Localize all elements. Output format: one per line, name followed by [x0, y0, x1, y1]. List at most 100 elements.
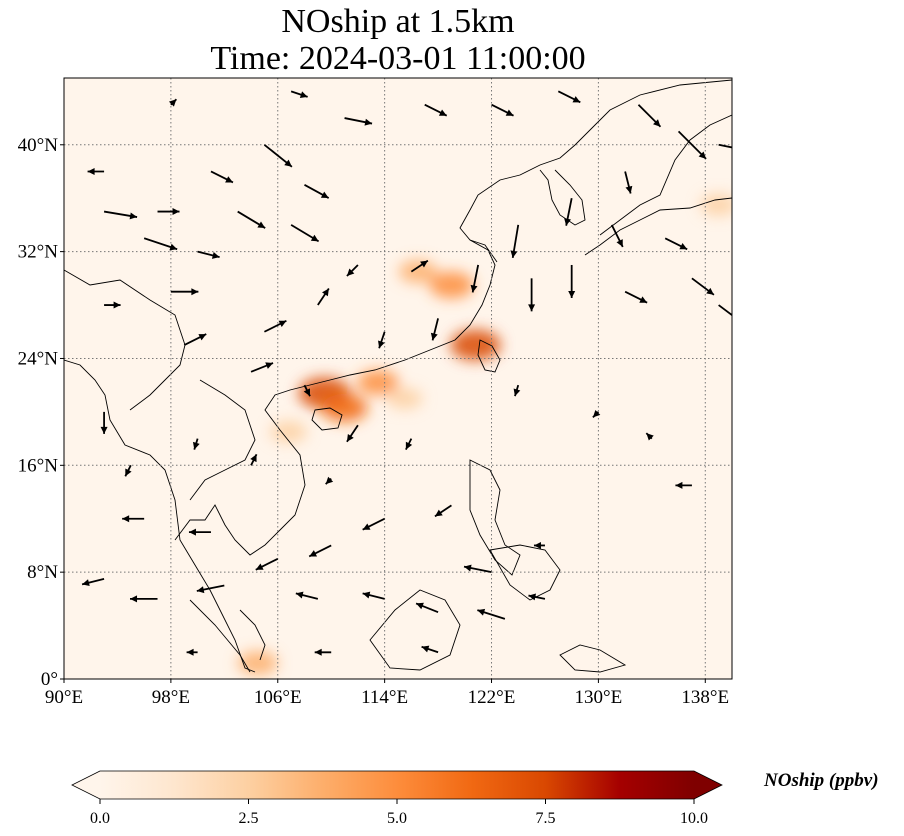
wind-arrow — [528, 593, 546, 601]
map-plot-area[interactable] — [63, 77, 746, 680]
wind-arrow — [564, 198, 573, 226]
concentration-hotspot — [269, 420, 307, 443]
wind-arrow — [237, 210, 266, 229]
colorbar-extend-min — [72, 771, 100, 799]
wind-arrow — [186, 648, 198, 656]
wind-arrow — [434, 504, 452, 518]
wind-arrow — [344, 117, 373, 126]
longitude-axis: 90°E 98°E 106°E 114°E 122°E 130°E 138°E — [45, 679, 729, 708]
concentration-hotspot — [237, 650, 278, 675]
map-frame — [63, 77, 733, 680]
wind-arrow — [491, 103, 514, 117]
wind-arrow — [362, 517, 386, 531]
wind-arrow — [210, 170, 234, 184]
lon-tick-label: 90°E — [45, 687, 83, 708]
wind-arrow — [610, 224, 624, 248]
wind-arrow — [290, 90, 308, 98]
colorbar-tick-label: 0.0 — [90, 810, 110, 827]
wind-arrow — [308, 544, 332, 558]
wind-arrow — [304, 184, 330, 199]
wind-arrow — [124, 464, 132, 477]
wind-arrow — [410, 259, 429, 273]
concentration-hotspot — [321, 393, 368, 422]
map-title-line1: NOship at 1.5km — [281, 3, 515, 40]
wind-arrow — [470, 264, 480, 293]
colorbar-extend-max — [694, 771, 722, 799]
wind-arrow — [513, 384, 521, 397]
lat-tick-label: 16°N — [18, 455, 59, 476]
lat-tick-label: 24°N — [18, 348, 59, 369]
wind-arrow — [303, 384, 311, 397]
concentration-hotspot — [386, 388, 423, 410]
lat-tick-label: 0° — [41, 669, 58, 690]
wind-arrow — [188, 528, 211, 536]
wind-arrow — [424, 103, 448, 117]
wind-arrow — [362, 591, 385, 600]
wind-arrow — [81, 577, 105, 587]
colorbar: 0.0 2.5 5.0 7.5 10.0 — [71, 770, 723, 827]
wind-arrow — [691, 277, 715, 296]
wind-arrow — [624, 290, 648, 304]
wind-vectors — [81, 90, 732, 656]
wind-arrow — [87, 167, 105, 175]
wind-arrow — [103, 210, 138, 220]
wind-arrow — [405, 438, 413, 451]
colorbar-gradient — [100, 771, 694, 799]
wind-arrow — [317, 288, 330, 306]
wind-arrow — [346, 264, 359, 277]
wind-arrow — [510, 224, 520, 259]
wind-arrow — [250, 362, 274, 373]
wind-arrow — [592, 409, 601, 419]
colorbar-tick-label: 7.5 — [536, 810, 556, 827]
wind-arrow — [122, 515, 145, 523]
colorbar-label: NOship (ppbv) — [764, 770, 879, 791]
wind-arrow — [718, 304, 732, 317]
wind-arrow — [143, 237, 178, 251]
wind-arrow — [168, 98, 178, 107]
wind-arrow — [477, 608, 506, 620]
wind-arrow — [430, 318, 439, 341]
wind-arrow — [183, 333, 207, 346]
wind-arrow — [378, 331, 386, 349]
wind-arrow — [325, 476, 334, 485]
concentration-hotspot — [357, 370, 399, 396]
concentration-hotspot — [429, 271, 474, 299]
lon-tick-label: 114°E — [361, 687, 408, 708]
wind-arrow — [314, 648, 332, 656]
lat-tick-label: 8°N — [27, 562, 58, 583]
wind-arrow — [677, 130, 707, 160]
wind-arrow — [250, 453, 258, 466]
colorbar-ticks: 0.0 2.5 5.0 7.5 10.0 — [90, 799, 708, 827]
wind-arrow — [463, 564, 492, 574]
wind-arrow — [170, 288, 199, 296]
wind-arrow — [568, 264, 576, 298]
colorbar-tick-label: 10.0 — [680, 810, 708, 827]
wind-arrow — [718, 143, 732, 149]
lon-tick-label: 138°E — [681, 687, 729, 708]
lon-tick-label: 98°E — [152, 687, 190, 708]
wind-arrow — [263, 319, 287, 333]
wind-arrow — [130, 595, 158, 603]
colorbar-tick-label: 5.0 — [387, 810, 407, 827]
wind-arrow — [675, 481, 692, 489]
wind-arrow — [415, 602, 439, 614]
wind-arrow — [421, 645, 439, 654]
wind-arrow — [100, 411, 108, 434]
wind-arrow — [528, 278, 536, 312]
wind-arrow — [157, 208, 180, 216]
wind-arrow — [645, 432, 654, 441]
latitude-axis: 0° 8°N 16°N 24°N 32°N 40°N — [18, 135, 64, 690]
wind-arrow — [637, 104, 662, 128]
wind-arrow — [192, 438, 200, 450]
wind-arrow — [263, 144, 293, 168]
wind-arrow — [104, 301, 121, 309]
colorbar-tick-label: 2.5 — [239, 810, 259, 827]
wind-arrow — [197, 250, 220, 259]
wind-arrow — [255, 557, 279, 571]
map-title-line2: Time: 2024-03-01 11:00:00 — [210, 40, 586, 77]
concentration-hotspot — [450, 329, 501, 361]
wind-arrow — [624, 171, 633, 194]
lon-tick-label: 106°E — [254, 687, 302, 708]
wind-arrow — [290, 224, 320, 243]
